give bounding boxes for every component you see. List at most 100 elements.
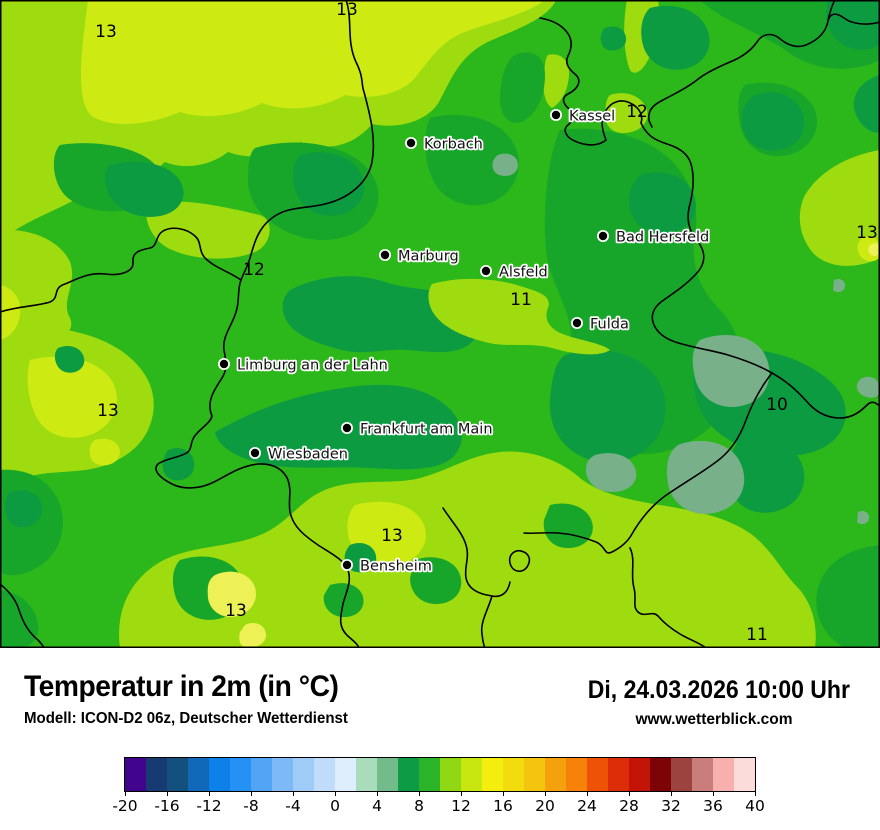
city-markers-layer: Kassel Korbach Bad Hersfeld Marburg Alsfeld F…	[218, 107, 711, 576]
colorbar-tick-mark	[250, 791, 252, 796]
city-label: Kassel	[569, 109, 615, 125]
colorbar-segment	[629, 758, 650, 791]
city-dot	[551, 110, 561, 120]
temperature-map: Kassel Korbach Bad Hersfeld Marburg Alsfeld F…	[0, 0, 880, 648]
colorbar-segment	[503, 758, 524, 791]
colorbar-segment	[566, 758, 587, 791]
city-dot	[598, 231, 608, 241]
city-dot	[342, 560, 352, 570]
colorbar-tick-mark	[544, 791, 546, 796]
city-marker: Limburg an der Lahn	[218, 356, 390, 375]
colorbar-tick-label: 40	[745, 797, 765, 815]
colorbar-segment	[524, 758, 545, 791]
city-marker: Fulda	[571, 315, 631, 334]
colorbar-tick-mark	[670, 791, 672, 796]
colorbar-tick-mark	[208, 791, 210, 796]
city-marker: Marburg	[379, 247, 460, 266]
colorbar-segment	[734, 758, 755, 791]
city-label: Fulda	[590, 317, 629, 333]
colorbar-tick-label: 24	[577, 797, 597, 815]
colorbar-segment	[167, 758, 188, 791]
colorbar-tick-mark	[418, 791, 420, 796]
temperature-value-label: 10	[766, 395, 788, 415]
temperature-colorbar	[124, 757, 756, 792]
city-marker: Bensheim	[341, 557, 434, 576]
colorbar-tick-mark	[712, 791, 714, 796]
city-label: Bensheim	[360, 559, 432, 575]
temperature-value-label: 13	[97, 401, 119, 421]
temperature-value-label: 13	[225, 601, 247, 621]
colorbar-segment	[377, 758, 398, 791]
map-alsfeld-tongue	[428, 278, 610, 355]
page-title: Temperatur in 2m (in °C)	[24, 670, 339, 703]
city-dot	[250, 448, 260, 458]
city-label: Alsfeld	[499, 265, 548, 281]
colorbar-tick-label: 36	[703, 797, 723, 815]
colorbar-tick-mark	[292, 791, 294, 796]
city-label: Bad Hersfeld	[616, 230, 709, 246]
city-label: Frankfurt am Main	[360, 422, 493, 438]
map-urban-gray-regions	[492, 153, 880, 525]
colorbar-tick-mark	[124, 791, 126, 796]
city-dot	[572, 318, 582, 328]
colorbar-tick-label: 12	[451, 797, 471, 815]
colorbar-tick-label: -16	[154, 797, 180, 815]
map-paleyellow-regions	[207, 243, 880, 648]
city-dot	[342, 423, 352, 433]
colorbar-tick-label: 32	[661, 797, 681, 815]
temperature-value-label: 13	[856, 223, 878, 243]
city-label: Korbach	[424, 137, 483, 153]
city-marker: Alsfeld	[480, 263, 550, 282]
colorbar-tick-mark	[376, 791, 378, 796]
city-label: Marburg	[398, 249, 459, 265]
temperature-value-label: 13	[336, 0, 358, 20]
city-marker: Korbach	[405, 135, 485, 154]
temperature-value-label: 11	[510, 290, 532, 310]
colorbar-segment	[482, 758, 503, 791]
city-dot	[406, 138, 416, 148]
colorbar-segment	[146, 758, 167, 791]
colorbar-tick-label: 20	[535, 797, 555, 815]
colorbar-segment	[356, 758, 377, 791]
colorbar-segment	[692, 758, 713, 791]
temperature-value-label: 13	[381, 526, 403, 546]
colorbar-segment	[335, 758, 356, 791]
colorbar-tick-label: -8	[243, 797, 259, 815]
colorbar-segment	[230, 758, 251, 791]
colorbar-segment	[188, 758, 209, 791]
colorbar-tick-mark	[334, 791, 336, 796]
colorbar-segment	[461, 758, 482, 791]
colorbar-tick-label: -4	[285, 797, 301, 815]
colorbar-tick-mark	[460, 791, 462, 796]
colorbar-segment	[209, 758, 230, 791]
map-frame-border	[0, 0, 880, 648]
temperature-value-label: 12	[626, 102, 648, 122]
colorbar-segment	[440, 758, 461, 791]
colorbar-segment	[587, 758, 608, 791]
colorbar-tick-mark	[166, 791, 168, 796]
city-marker: Kassel	[550, 107, 617, 126]
colorbar-tick-label: 28	[619, 797, 639, 815]
colorbar-segment	[251, 758, 272, 791]
colorbar-tick-mark	[754, 791, 756, 796]
colorbar-tick-label: 8	[414, 797, 424, 815]
colorbar-segment	[314, 758, 335, 791]
temperature-labels-layer: 13 13 12 13 12 11 13 10 13 13 11	[95, 0, 878, 645]
model-info: Modell: ICON-D2 06z, Deutscher Wetterdie…	[24, 710, 348, 727]
colorbar-tick-label: -12	[196, 797, 222, 815]
colorbar-segment	[293, 758, 314, 791]
colorbar-segment	[608, 758, 629, 791]
website-credit: www.wetterblick.com	[635, 711, 793, 728]
colorbar-tick-label: 0	[330, 797, 340, 815]
colorbar-segment	[398, 758, 419, 791]
colorbar-segment	[272, 758, 293, 791]
colorbar-tick-label: 4	[372, 797, 382, 815]
colorbar-segment	[125, 758, 146, 791]
city-marker: Frankfurt am Main	[341, 420, 494, 439]
city-marker: Wiesbaden	[249, 445, 350, 464]
map-boundary-lines	[0, 0, 880, 648]
forecast-datetime: Di, 24.03.2026 10:00 Uhr	[587, 676, 850, 704]
colorbar-segment	[671, 758, 692, 791]
colorbar-tick-label: 16	[493, 797, 513, 815]
